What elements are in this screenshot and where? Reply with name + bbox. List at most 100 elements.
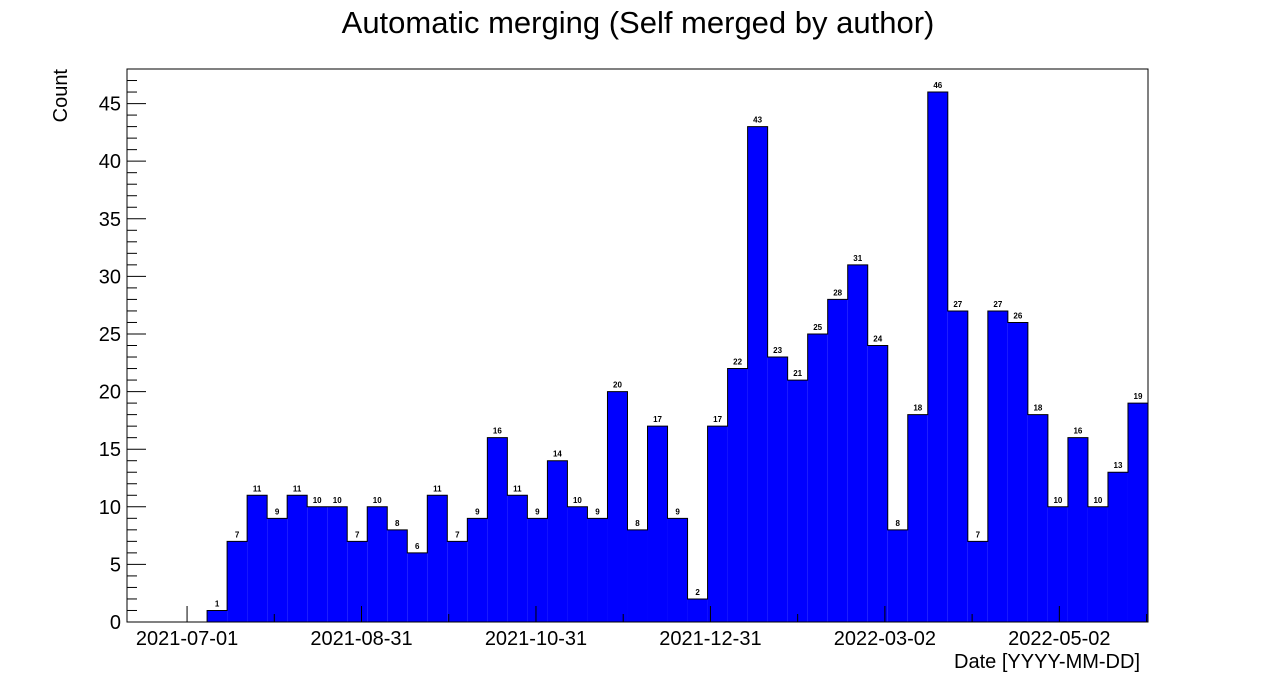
bar	[647, 426, 668, 622]
bar	[707, 426, 728, 622]
bar-value-label: 13	[1114, 461, 1123, 470]
bar	[447, 541, 468, 622]
y-tick-label: 0	[110, 612, 121, 634]
bar	[547, 460, 568, 622]
bar-value-label: 7	[235, 530, 240, 539]
bar	[607, 391, 628, 622]
bar-value-label: 20	[613, 381, 622, 390]
bar	[667, 518, 688, 622]
bar	[727, 368, 748, 622]
y-tick-label: 15	[99, 439, 121, 461]
bar	[387, 529, 408, 622]
bar	[887, 529, 908, 622]
bar-value-label: 31	[853, 254, 862, 263]
bar-value-label: 18	[913, 404, 922, 413]
bar-value-label: 7	[455, 530, 460, 539]
bar	[1087, 506, 1108, 622]
bar-value-label: 8	[896, 519, 901, 528]
bar-value-label: 9	[675, 507, 680, 516]
y-tick-label: 40	[99, 151, 121, 173]
bar-value-label: 9	[475, 507, 480, 516]
x-tick-label: 2021-12-31	[659, 628, 761, 650]
bar-value-label: 2	[695, 588, 700, 597]
bar	[907, 414, 928, 622]
bar-value-label: 17	[653, 415, 662, 424]
bar	[527, 518, 548, 622]
bar-value-label: 11	[253, 484, 262, 493]
bar-value-label: 11	[293, 484, 302, 493]
bar	[1127, 403, 1148, 622]
bar	[987, 310, 1008, 622]
bar-value-label: 23	[773, 346, 782, 355]
bar-value-label: 25	[813, 323, 822, 332]
bar-value-label: 16	[1073, 427, 1082, 436]
bar	[927, 92, 948, 622]
bar-value-label: 8	[635, 519, 640, 528]
bar	[507, 495, 528, 622]
bar	[207, 610, 228, 622]
bar	[807, 333, 828, 622]
bars-group	[127, 91, 1149, 623]
bar	[247, 495, 268, 622]
bar	[587, 518, 608, 622]
bar-value-label: 16	[493, 427, 502, 436]
bar	[1027, 414, 1048, 622]
bar	[267, 518, 288, 622]
bar-value-label: 17	[713, 415, 722, 424]
bar	[287, 495, 308, 622]
bar	[1107, 472, 1128, 622]
bar-value-label: 10	[373, 496, 382, 505]
x-tick-label: 2021-08-31	[310, 628, 412, 650]
y-tick-label: 30	[99, 266, 121, 288]
bar-value-label: 6	[415, 542, 420, 551]
bar	[847, 264, 868, 622]
bar	[967, 541, 988, 622]
bar-value-label: 11	[513, 484, 522, 493]
bar	[307, 506, 328, 622]
bar	[487, 437, 508, 622]
y-tick-label: 35	[99, 209, 121, 231]
bar	[1007, 322, 1028, 622]
bar-value-label: 11	[433, 484, 442, 493]
y-tick-label: 45	[99, 94, 121, 116]
bar	[867, 345, 888, 622]
bar	[747, 126, 768, 623]
bar-value-label: 10	[1053, 496, 1062, 505]
bar	[627, 529, 648, 622]
x-tick-label: 2022-03-02	[834, 628, 936, 650]
bar	[767, 357, 788, 622]
x-axis: 2021-07-01 2021-08-31 2021-10-31 2021-12-31…	[136, 606, 1148, 650]
y-tick-label: 5	[110, 554, 121, 576]
chart-title: Automatic merging (Self merged by author…	[342, 5, 935, 40]
bar-value-label: 24	[873, 335, 882, 344]
bar-value-label: 9	[275, 507, 280, 516]
bar-value-label: 14	[553, 450, 562, 459]
plot-frame	[126, 68, 1149, 623]
y-tick-label: 25	[99, 324, 121, 346]
bar	[227, 541, 248, 622]
bar	[1067, 437, 1088, 622]
x-tick-label: 2022-05-02	[1008, 628, 1110, 650]
bar	[407, 552, 428, 622]
y-axis-label: Count	[50, 69, 72, 123]
bar-value-label: 9	[535, 507, 540, 516]
bar-value-label: 9	[595, 507, 600, 516]
histogram-outline	[127, 91, 1149, 623]
bar-value-label: 19	[1134, 392, 1143, 401]
bar-value-label: 27	[993, 300, 1002, 309]
bar-value-label: 10	[573, 496, 582, 505]
bar-value-label: 21	[793, 369, 802, 378]
y-axis: 0 5 10 15 20 25 30 35 40 45	[99, 80, 146, 634]
bar-value-label: 27	[953, 300, 962, 309]
bar	[427, 495, 448, 622]
bar-value-label: 22	[733, 358, 742, 367]
bar-value-label: 7	[976, 530, 981, 539]
bar-value-label: 43	[753, 116, 762, 125]
bar-value-label: 7	[355, 530, 360, 539]
bar	[687, 598, 708, 622]
bar	[567, 506, 588, 622]
x-tick-label: 2021-07-01	[136, 628, 238, 650]
bar	[467, 518, 488, 622]
x-tick-label: 2021-10-31	[485, 628, 587, 650]
